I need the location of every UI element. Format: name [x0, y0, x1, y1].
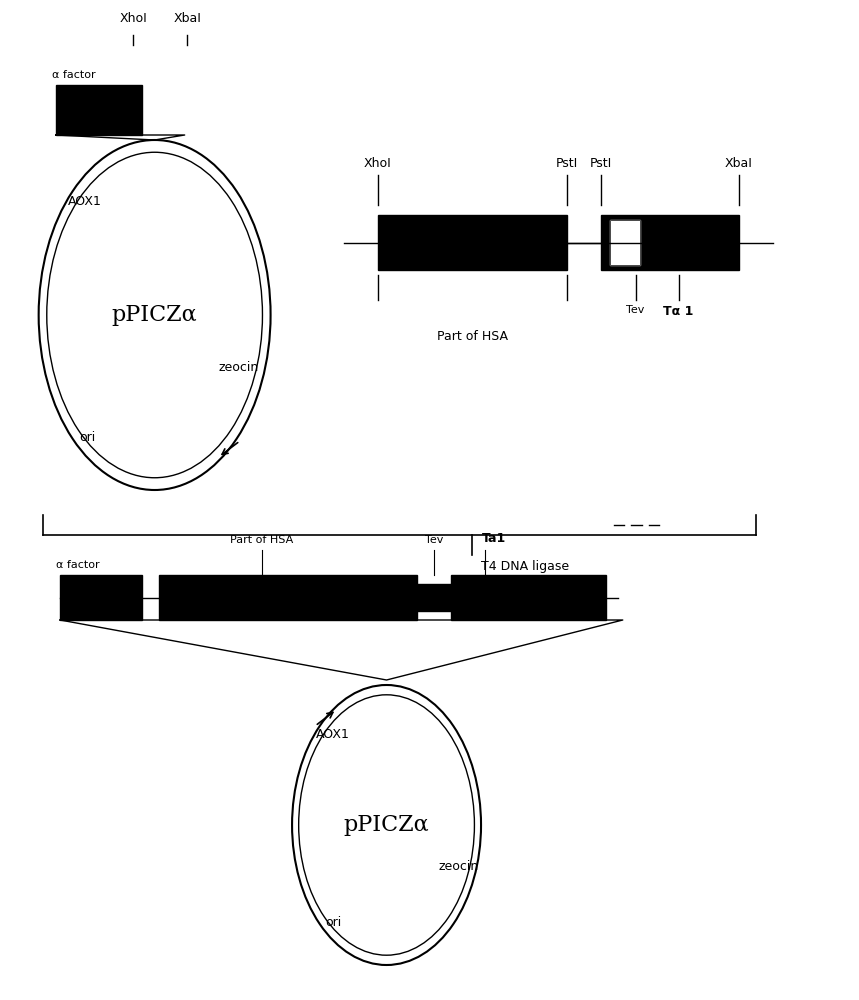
Text: PstI: PstI [556, 157, 578, 170]
Text: Tα 1: Tα 1 [663, 305, 694, 318]
Text: α factor: α factor [52, 70, 95, 80]
Text: α factor: α factor [56, 560, 100, 570]
Text: XhoI: XhoI [119, 12, 147, 25]
Bar [56, 85, 142, 135]
Bar [60, 575, 142, 620]
Text: Part of HSA: Part of HSA [230, 535, 294, 545]
Bar [451, 575, 606, 620]
Text: XhoI: XhoI [364, 157, 392, 170]
Text: ori: ori [79, 431, 95, 444]
Text: Part of HSA: Part of HSA [437, 330, 508, 343]
Bar [610, 220, 640, 265]
Text: pPICZα: pPICZα [344, 814, 430, 836]
Text: AOX1: AOX1 [68, 195, 101, 208]
Text: pPICZα: pPICZα [112, 304, 198, 326]
Text: Tev: Tev [424, 535, 443, 545]
Text: zeocin: zeocin [218, 361, 259, 374]
Text: zeocin: zeocin [439, 860, 478, 874]
Text: Tev: Tev [626, 305, 645, 315]
Bar [378, 215, 567, 270]
Text: XbaI: XbaI [725, 157, 752, 170]
Text: AOX1: AOX1 [316, 728, 350, 740]
Text: XbaI: XbaI [174, 12, 201, 25]
Bar [159, 575, 417, 620]
Text: Ta1: Ta1 [482, 532, 506, 545]
Bar [417, 584, 451, 611]
Bar [610, 220, 640, 265]
Text: T4 DNA ligase: T4 DNA ligase [481, 560, 570, 573]
Text: PstI: PstI [590, 157, 612, 170]
Text: ori: ori [325, 916, 341, 930]
Bar [601, 215, 739, 270]
